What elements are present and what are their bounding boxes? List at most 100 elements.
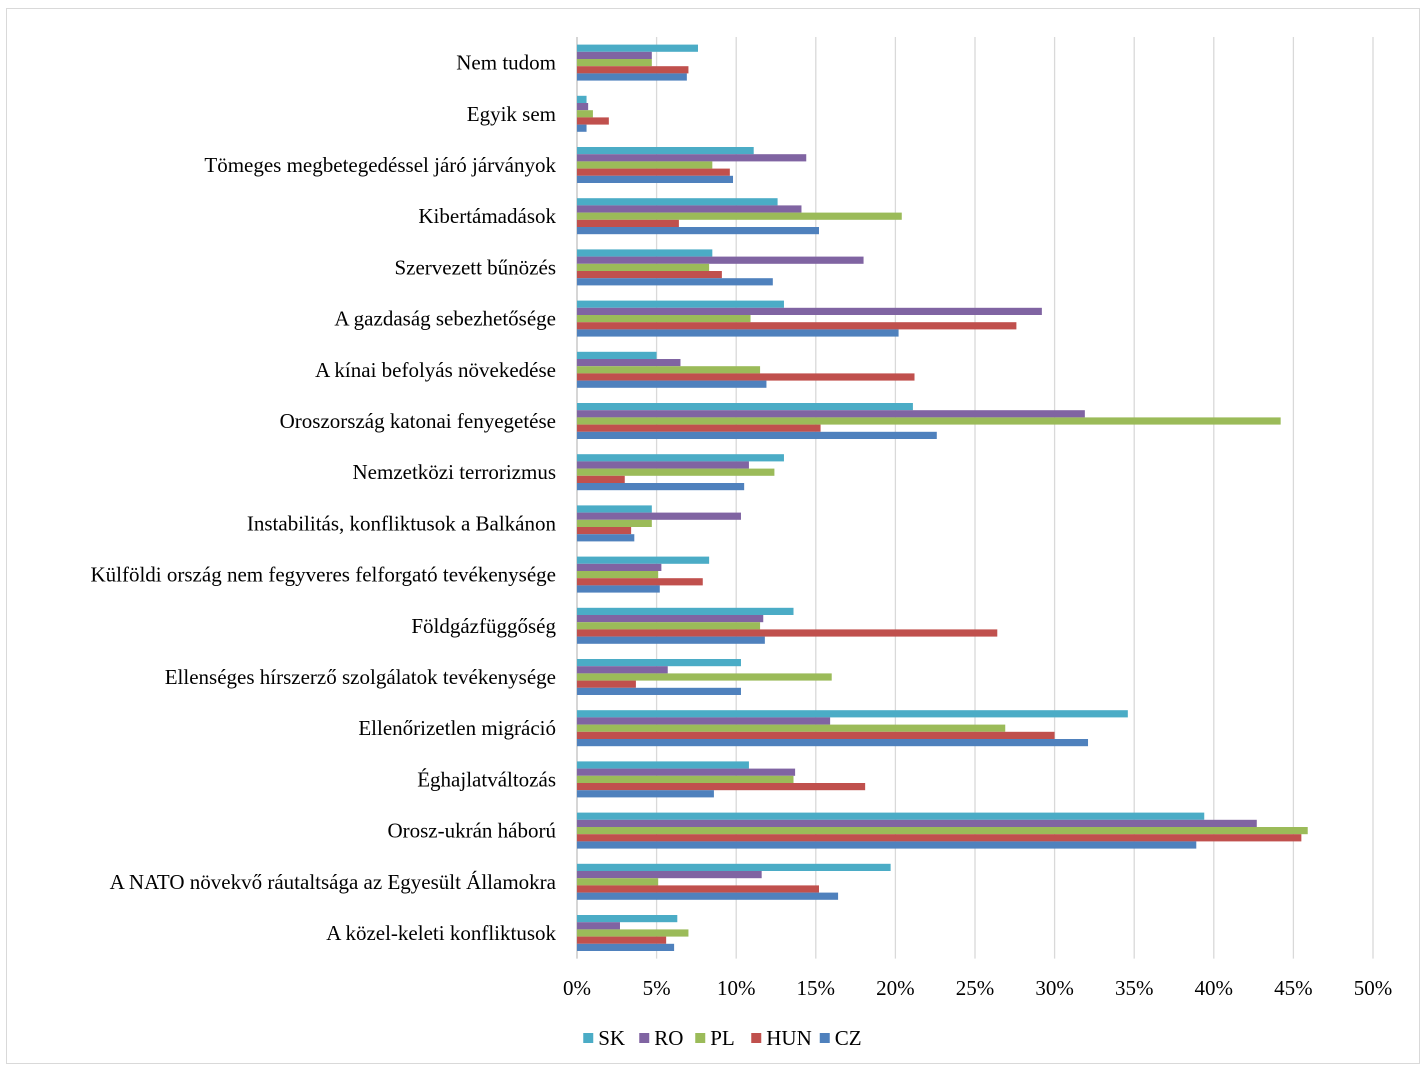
category-labels: Nem tudom Egyik sem Tömeges megbetegedésse… [90, 51, 556, 945]
category-label: Egyik sem [467, 102, 556, 126]
category-label: A kínai befolyás növekedése [315, 358, 556, 382]
bar-ro [577, 871, 762, 879]
bar-cz [577, 892, 839, 900]
bar-ro [577, 563, 662, 571]
x-tick-label: 35% [1115, 976, 1154, 1000]
bar-sk [577, 812, 1205, 820]
bar-ro [577, 154, 807, 162]
x-tick-label: 30% [1035, 976, 1074, 1000]
bar-hun [577, 322, 1017, 330]
bar-sk [577, 710, 1128, 718]
gridlines [576, 37, 1374, 959]
bar-cz [577, 175, 734, 183]
bar-pl [577, 417, 1281, 425]
bars [577, 44, 1308, 951]
bar-pl [577, 929, 689, 937]
bar-hun [577, 117, 609, 125]
bar-pl [577, 519, 652, 527]
bar-cz [577, 73, 687, 81]
bar-cz [577, 687, 741, 695]
bar-ro [577, 205, 802, 213]
legend-swatch [819, 1033, 830, 1043]
category-label: Kibertámadások [418, 204, 556, 228]
bar-ro [577, 819, 1257, 827]
bar-pl [577, 212, 902, 220]
bar-pl [577, 468, 775, 476]
x-tick-label: 15% [797, 976, 836, 1000]
category-label: Tömeges megbetegedéssel járó járványok [204, 153, 556, 177]
category-label: Nemzetközi terrorizmus [353, 460, 557, 484]
bar-hun [577, 629, 998, 637]
bar-ro [577, 768, 796, 776]
bar-hun [577, 885, 819, 893]
legend-swatch [639, 1033, 650, 1043]
bar-cz [577, 739, 1089, 747]
bar-hun [577, 680, 636, 688]
bar-hun [577, 271, 722, 279]
bar-ro [577, 666, 668, 674]
bar-hun [577, 168, 730, 176]
bar-hun [577, 475, 625, 483]
bar-ro [577, 103, 589, 111]
x-tick-label: 20% [876, 976, 915, 1000]
x-tick-label: 25% [956, 976, 995, 1000]
bar-sk [577, 915, 678, 923]
bar-cz [577, 483, 745, 491]
bar-cz [577, 227, 819, 235]
bar-cz [577, 278, 773, 286]
x-axis-tick-labels: 0% 5% 10% 15% 20% 25% 30% 35% 40% 45% 50% [563, 976, 1392, 1000]
x-tick-label: 40% [1195, 976, 1234, 1000]
x-tick-label: 10% [717, 976, 756, 1000]
legend-item-pl: PL [695, 1026, 735, 1050]
legend-item-hun: HUN [751, 1026, 812, 1050]
legend-swatch [695, 1033, 706, 1043]
bar-hun [577, 66, 689, 74]
legend-label: HUN [766, 1026, 812, 1050]
bar-sk [577, 44, 698, 52]
bar-cz [577, 329, 899, 337]
bar-pl [577, 366, 761, 374]
bar-cz [577, 431, 937, 439]
bar-hun [577, 424, 821, 432]
bar-sk [577, 147, 754, 155]
bar-ro [577, 307, 1042, 315]
category-label: Orosz-ukrán háború [387, 819, 556, 843]
category-label: Éghajlatváltozás [417, 767, 556, 791]
bar-ro [577, 51, 652, 59]
bar-sk [577, 403, 913, 411]
x-tick-label: 5% [643, 976, 671, 1000]
legend-swatch [751, 1033, 762, 1043]
bar-hun [577, 373, 915, 381]
bar-cz [577, 124, 587, 132]
legend: SK RO PL HUN CZ [583, 1026, 862, 1050]
category-label: A NATO növekvő ráutaltsága az Egyesült Á… [110, 870, 557, 894]
bar-sk [577, 761, 749, 769]
category-label: Nem tudom [456, 51, 556, 75]
bar-cz [577, 943, 675, 951]
category-label: Ellenséges hírszerző szolgálatok tevéken… [165, 665, 556, 689]
bar-sk [577, 454, 784, 462]
legend-label: CZ [835, 1026, 862, 1050]
category-label: A gazdaság sebezhetősége [334, 307, 556, 331]
bar-sk [577, 556, 710, 564]
bar-pl [577, 724, 1006, 732]
bar-ro [577, 922, 620, 930]
bar-cz [577, 636, 765, 644]
bar-ro [577, 717, 831, 725]
legend-item-ro: RO [639, 1026, 683, 1050]
bar-cz [577, 585, 660, 593]
bar-hun [577, 578, 703, 586]
category-label: Oroszország katonai fenyegetése [280, 409, 556, 433]
bar-sk [577, 249, 713, 257]
category-label: A közel-keleti konfliktusok [326, 921, 556, 945]
bar-ro [577, 461, 749, 469]
legend-label: PL [710, 1026, 735, 1050]
bar-sk [577, 198, 778, 206]
bar-pl [577, 673, 832, 681]
bar-ro [577, 359, 681, 367]
bar-ro [577, 410, 1085, 418]
bar-pl [577, 161, 713, 169]
category-label: Külföldi ország nem fegyveres felforgató… [90, 563, 556, 587]
category-label: Instabilitás, konfliktusok a Balkánon [247, 511, 557, 535]
